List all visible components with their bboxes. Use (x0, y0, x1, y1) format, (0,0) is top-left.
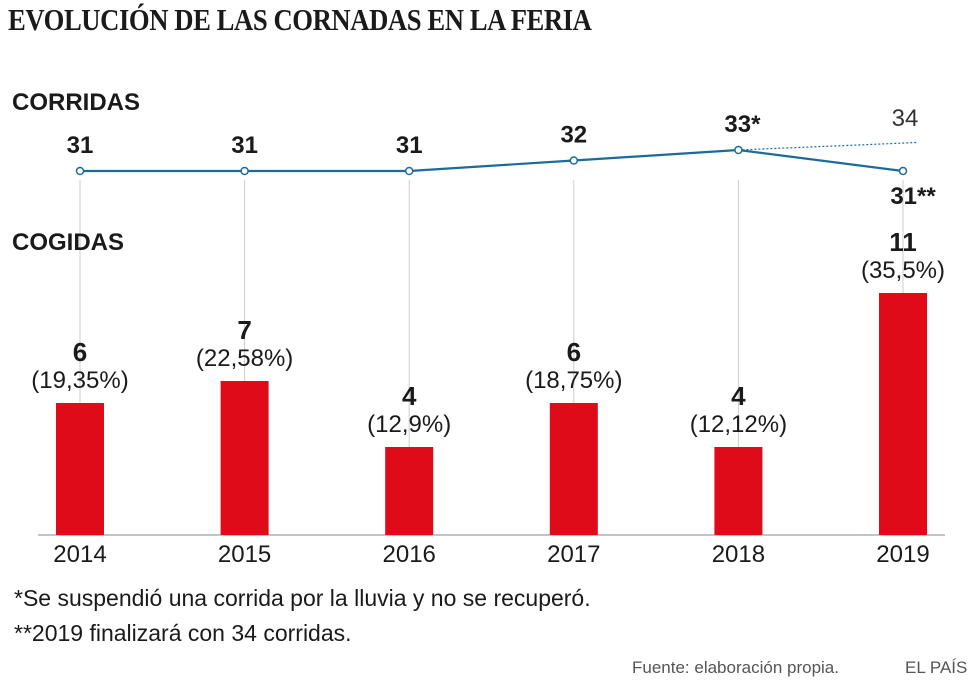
bar-2015 (220, 381, 269, 535)
bar-percent-label-2016: (12,9%) (367, 411, 451, 438)
chart-area: CORRIDAS COGIDAS (19,35%)6 (22,58%)7(12,9… (12, 89, 945, 568)
x-tick-label-2019: 2019 (876, 541, 929, 568)
x-axis-labels: 2014 2015 2016 2017 2018 2019 (53, 541, 929, 568)
bar-value-label-2016: 4 (402, 381, 417, 411)
corridas-value-label-2017: 32 (560, 122, 587, 149)
bar-value-label-2014: 6 (73, 337, 87, 367)
chart-title: EVOLUCIÓN DE LAS CORNADAS EN LA FERIA (8, 2, 592, 37)
x-tick-label-2017: 2017 (547, 541, 600, 568)
projection-line (738, 141, 918, 151)
bar-percent-label-2017: (18,75%) (525, 367, 622, 394)
cogidas-section-label: COGIDAS (12, 229, 124, 256)
brand-label: EL PAÍS (905, 658, 968, 677)
corridas-series-line (80, 148, 904, 173)
corridas-value-label-2016: 31 (396, 132, 423, 159)
corridas-point-2019 (898, 166, 908, 176)
source-note: Fuente: elaboración propia. (632, 658, 839, 677)
bar-2014 (56, 403, 104, 535)
x-tick-label-2015: 2015 (218, 541, 271, 568)
corridas-point-2018 (734, 145, 743, 155)
bar-2017 (549, 403, 598, 535)
corridas-section-label: CORRIDAS (12, 89, 140, 116)
footnote-1: *Se suspendió una corrida por la lluvia … (14, 585, 591, 611)
corridas-value-label-2014: 31 (67, 132, 94, 159)
corridas-point-2016 (404, 166, 414, 176)
bar-value-label-2019: 11 (889, 227, 917, 257)
x-tick-label-2018: 2018 (712, 541, 765, 568)
corridas-point-2015 (240, 166, 249, 176)
corridas-value-label-2015: 31 (231, 132, 258, 159)
bar-2018 (714, 447, 763, 535)
x-tick-label-2016: 2016 (383, 541, 436, 568)
bar-2016 (385, 447, 434, 535)
corridas-value-label-2018: 33* (724, 111, 761, 138)
x-tick-label-2014: 2014 (53, 541, 106, 568)
bar-2019 (879, 293, 927, 535)
bar-percent-label-2015: (22,58%) (196, 345, 293, 372)
footnote-2: **2019 finalizará con 34 corridas. (14, 620, 352, 646)
corridas-point-2017 (569, 156, 579, 165)
bar-value-label-2018: 4 (731, 381, 746, 411)
bar-value-label-2015: 7 (237, 315, 251, 345)
projection-label: 34 (892, 105, 919, 132)
bar-percent-label-2019: (35,5%) (861, 257, 945, 284)
cogidas-bars: (19,35%)6 (22,58%)7(12,9%)4(18,75%)6(12,1… (31, 227, 945, 535)
corridas-line: 34 31 31 31 32 33* 31** (67, 105, 937, 210)
bar-value-label-2017: 6 (567, 337, 581, 367)
corridas-value-label-2019: 31** (890, 183, 936, 210)
bar-percent-label-2018: (12,12%) (690, 411, 787, 438)
corridas-point-2014 (75, 166, 85, 176)
bar-percent-label-2014: (19,35%) (31, 367, 128, 394)
